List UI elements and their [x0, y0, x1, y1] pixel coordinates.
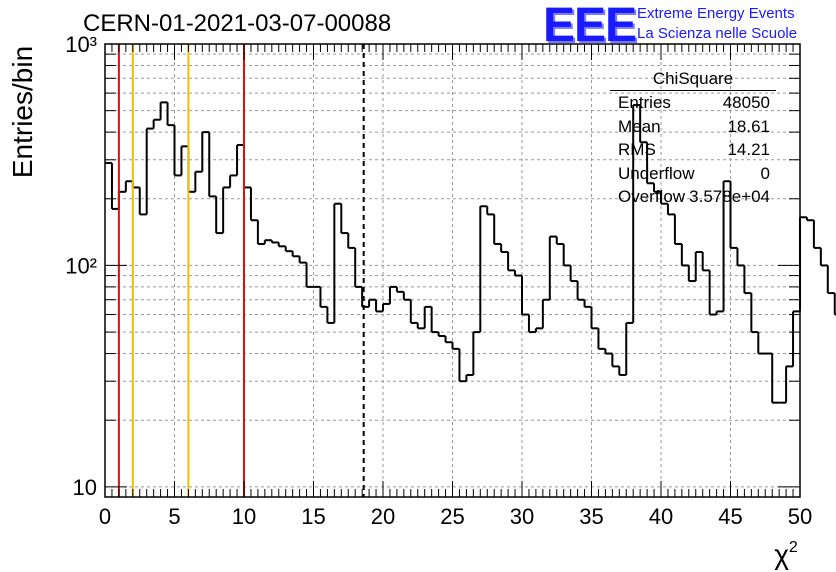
stats-box: ChiSquare Entries 48050 Mean 18.61 RMS 1… — [610, 68, 776, 208]
grid — [105, 44, 800, 497]
stats-name: ChiSquare — [610, 68, 776, 91]
stats-value: 18.61 — [727, 116, 770, 136]
stats-row-entries: Entries 48050 — [610, 91, 776, 115]
logo-line-2: La Scienza nelle Scuole — [637, 25, 798, 42]
stats-row-rms: RMS 14.21 — [610, 138, 776, 162]
x-tick-label: 45 — [718, 504, 742, 529]
x-tick-labels: 0 5 10 15 20 25 30 35 40 45 50 — [99, 504, 812, 529]
x-tick-label: 50 — [788, 504, 812, 529]
eee-logo: EEE — [543, 0, 637, 52]
y-tick-labels: 10 10² 10³ — [65, 32, 97, 500]
stats-row-overflow: Overflow 3.578e+04 — [610, 185, 776, 209]
chart-title: CERN-01-2021-03-07-00088 — [83, 10, 392, 37]
stats-key: Underflow — [618, 163, 695, 183]
histogram — [105, 101, 836, 404]
x-tick-label: 30 — [510, 504, 534, 529]
x-tick-label: 25 — [440, 504, 464, 529]
stats-key: Mean — [618, 116, 661, 136]
x-axis-label: χ2 — [774, 539, 798, 570]
x-tick-label: 0 — [99, 504, 111, 529]
x-tick-label: 20 — [371, 504, 395, 529]
x-tick-label: 10 — [232, 504, 256, 529]
axes — [104, 43, 801, 498]
stats-row-mean: Mean 18.61 — [610, 115, 776, 139]
x-tick-label: 15 — [301, 504, 325, 529]
stats-value: 0 — [760, 163, 770, 183]
stats-value: 14.21 — [727, 140, 770, 159]
stats-row-underflow: Underflow 0 — [610, 162, 776, 186]
logo-line-1: Extreme Energy Events — [637, 5, 795, 22]
marker-lines — [117, 44, 365, 497]
stats-value: 3.578e+04 — [689, 187, 770, 206]
stats-value: 48050 — [722, 93, 770, 112]
y-axis-label: Entries/bin — [7, 46, 38, 178]
stats-key: Overflow — [618, 187, 686, 206]
y-tick-label: 10³ — [65, 32, 97, 57]
stats-key: RMS — [618, 140, 656, 159]
x-tick-label: 5 — [168, 504, 180, 529]
x-tick-label: 40 — [649, 504, 673, 529]
x-tick-label: 35 — [579, 504, 603, 529]
y-tick-label: 10² — [65, 253, 97, 278]
stats-key: Entries — [618, 93, 671, 112]
y-tick-label: 10 — [73, 475, 97, 500]
